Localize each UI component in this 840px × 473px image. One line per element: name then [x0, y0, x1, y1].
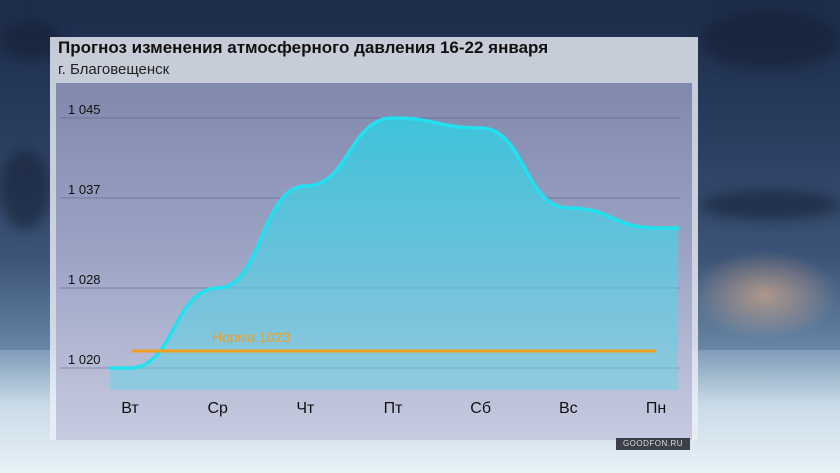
- y-axis-ticks: 1 020 1 028 1 037 1 045: [68, 102, 101, 367]
- norm-label: Норма 1023: [212, 329, 290, 345]
- y-tick-label: 1 020: [68, 352, 101, 367]
- watermark: GOODFON.RU: [616, 438, 690, 450]
- y-tick-label: 1 045: [68, 102, 101, 117]
- y-tick-label: 1 028: [68, 272, 101, 287]
- cloud: [0, 150, 50, 230]
- sunset-glow: [690, 250, 840, 340]
- x-tick-label: Вт: [121, 400, 139, 417]
- cloud: [700, 190, 840, 220]
- cloud: [700, 10, 840, 70]
- x-tick-label: Сб: [470, 400, 491, 417]
- x-axis-ticks: Вт Ср Чт Пт Сб Вс Пн: [121, 400, 666, 417]
- pressure-line: [108, 116, 680, 370]
- x-tick-label: Пт: [384, 400, 404, 417]
- y-tick-label: 1 037: [68, 182, 101, 197]
- chart-title: Прогноз изменения атмосферного давления …: [58, 38, 549, 57]
- x-tick-label: Вс: [559, 400, 578, 417]
- x-tick-label: Чт: [296, 400, 315, 417]
- x-tick-label: Пн: [646, 400, 666, 417]
- chart-subtitle: г. Благовещенск: [58, 61, 170, 78]
- x-tick-label: Ср: [207, 400, 228, 417]
- pressure-area: [110, 118, 678, 390]
